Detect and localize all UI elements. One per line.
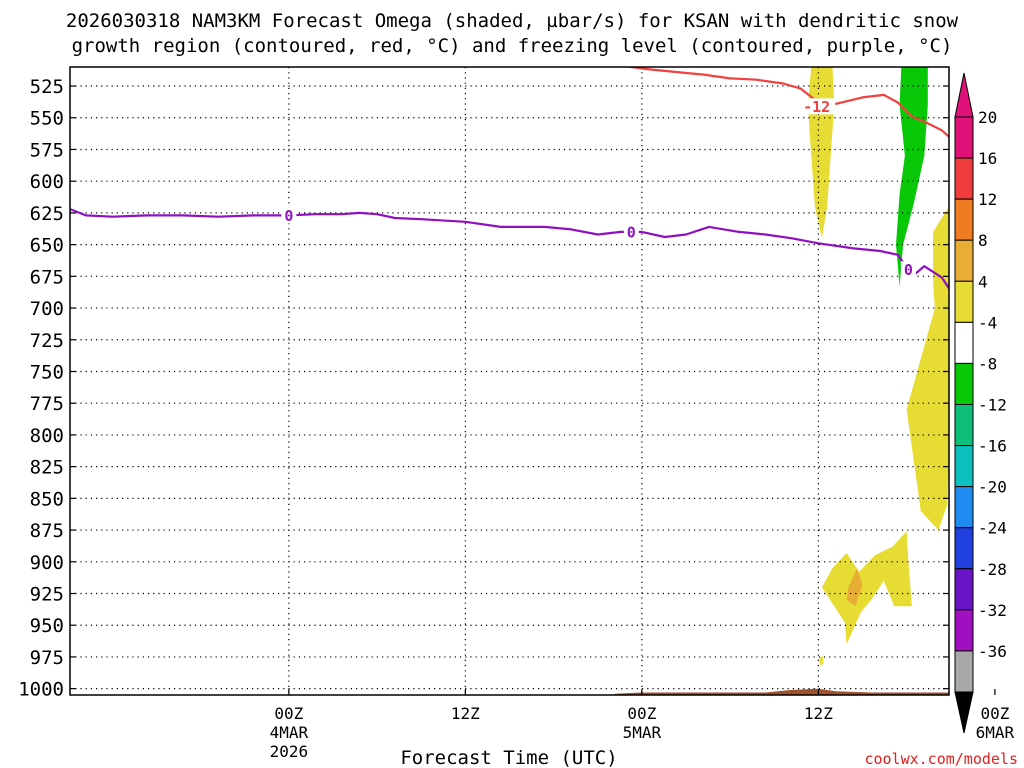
- contour-lines: -12 0 0 0: [70, 67, 949, 291]
- colorbar-bottom-arrow: [954, 691, 974, 734]
- colorbar-label-8: -16: [978, 437, 1007, 456]
- colorbar-swatch-5: [954, 321, 974, 364]
- y-tick-label-975: 975: [30, 647, 64, 669]
- x-tick-label-30-0: 12Z: [804, 704, 833, 723]
- credit-text: coolwx.com/models: [864, 750, 1018, 768]
- x-tick-label-40-1: 6MAR: [976, 723, 1015, 742]
- colorbar-label-4: 4: [978, 272, 988, 291]
- omega-region-1: [896, 67, 928, 287]
- dgz-contour-label: -12: [803, 98, 830, 116]
- x-tick-label-40-0: 00Z: [980, 704, 1009, 723]
- pressure-axis: 525 550 575 600 625 650 675 700 725 750 775 800 825 8…: [18, 76, 949, 701]
- colorbar-swatch-6: [954, 362, 974, 405]
- plot-frame: [69, 66, 950, 696]
- dgz-contour-label-bg: [798, 98, 836, 115]
- freezing-contour-label-1: 0: [627, 223, 636, 241]
- colorbar-label-10: -24: [978, 519, 1007, 538]
- y-tick-label-900: 900: [30, 552, 64, 574]
- colorbar-swatch-1: [954, 157, 974, 200]
- colorbar-swatch-8: [954, 445, 974, 488]
- colorbar-label-0: 20: [978, 108, 997, 127]
- y-tick-label-525: 525: [30, 76, 64, 98]
- gridlines: [70, 67, 949, 695]
- x-tick-label-0-0: 00Z: [274, 704, 303, 723]
- y-tick-label-550: 550: [30, 108, 64, 130]
- freezing-contour-line: [70, 208, 949, 291]
- plot-area: -12 0 0 0: [70, 67, 949, 695]
- colorbar-label-6: -8: [978, 354, 997, 373]
- x-tick-label-20-0: 00Z: [627, 704, 656, 723]
- freezing-contour-label-0: 0: [284, 207, 293, 225]
- y-tick-label-925: 925: [30, 584, 64, 606]
- y-tick-label-600: 600: [30, 171, 64, 193]
- colorbar-swatch-4: [954, 280, 974, 323]
- colorbar-swatch-3: [954, 239, 974, 282]
- colorbar-label-7: -12: [978, 395, 1007, 414]
- colorbar-label-13: -36: [978, 642, 1007, 661]
- y-tick-label-700: 700: [30, 298, 64, 320]
- colorbar-swatch-0: [954, 116, 974, 159]
- omega-shading: [807, 67, 949, 666]
- chart-title-line1: 2026030318 NAM3KM Forecast Omega (shaded…: [66, 10, 959, 32]
- y-tick-label-850: 850: [30, 488, 64, 510]
- freezing-contour-label-2-bg: [900, 261, 916, 278]
- dgz-contour-line: [622, 67, 949, 139]
- x-tick-label-0-1: 4MAR: [270, 723, 309, 742]
- x-tick-label-0-2: 2026: [270, 742, 309, 761]
- omega-region-4: [819, 655, 824, 666]
- y-tick-label-675: 675: [30, 266, 64, 288]
- colorbar-swatch-13: [954, 650, 974, 693]
- colorbar-label-3: 8: [978, 231, 988, 250]
- freezing-contour-label-2: 0: [904, 261, 913, 279]
- y-tick-label-950: 950: [30, 615, 64, 637]
- omega-region-7: [846, 568, 863, 607]
- colorbar-label-2: 12: [978, 190, 997, 209]
- colorbar-swatch-7: [954, 403, 974, 447]
- terrain-fill: [610, 688, 949, 695]
- y-tick-label-650: 650: [30, 235, 64, 257]
- chart-title-line2: growth region (contoured, red, °C) and f…: [72, 35, 953, 57]
- colorbar-swatch-12: [954, 609, 974, 652]
- omega-region-2: [906, 206, 949, 531]
- y-tick-label-775: 775: [30, 393, 64, 415]
- y-tick-label-825: 825: [30, 457, 64, 479]
- colorbar-swatch-10: [954, 527, 974, 570]
- y-tick-label-800: 800: [30, 425, 64, 447]
- colorbar-swatch-2: [954, 198, 974, 241]
- x-tick-label-20-1: 5MAR: [623, 723, 662, 742]
- terrain-layer: [610, 688, 949, 695]
- freezing-contour-label-1-bg: [623, 223, 639, 240]
- x-tick-label-10-0: 12Z: [451, 704, 480, 723]
- colorbar-label-1: 16: [978, 149, 997, 168]
- colorbar-label-11: -28: [978, 560, 1007, 579]
- y-tick-label-575: 575: [30, 139, 64, 161]
- colorbar-legend: 20 16 12 8 4 -4 -8 -12 -16 -20 -24 -28 -32 -36: [954, 72, 1007, 734]
- colorbar-label-5: -4: [978, 313, 997, 332]
- freezing-contour-label-0-bg: [281, 207, 297, 224]
- colorbar-label-12: -32: [978, 601, 1007, 620]
- colorbar-swatch-9: [954, 486, 974, 529]
- colorbar-top-arrow: [954, 72, 974, 118]
- y-tick-label-725: 725: [30, 330, 64, 352]
- y-tick-label-750: 750: [30, 361, 64, 383]
- omega-region-3: [821, 531, 912, 645]
- y-tick-label-1000: 1000: [18, 679, 64, 701]
- colorbar-label-9: -20: [978, 478, 1007, 497]
- y-tick-label-875: 875: [30, 520, 64, 542]
- x-axis-label: Forecast Time (UTC): [400, 747, 617, 768]
- colorbar-swatch-11: [954, 568, 974, 611]
- y-tick-label-625: 625: [30, 203, 64, 225]
